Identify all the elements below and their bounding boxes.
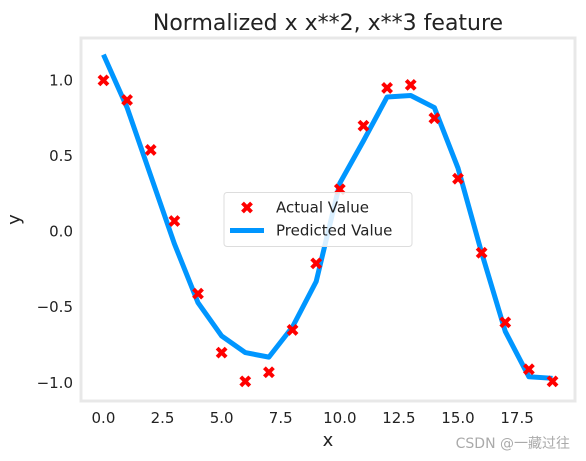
legend: Actual Value Predicted Value bbox=[223, 192, 413, 247]
legend-marker-actual bbox=[241, 201, 253, 214]
x-tick-label: 7.5 bbox=[269, 409, 293, 427]
y-tick-label: 0.0 bbox=[49, 223, 73, 241]
actual-point bbox=[215, 346, 228, 359]
y-axis-title: y bbox=[4, 214, 25, 225]
actual-point bbox=[144, 144, 157, 156]
axis-ticks: 0.0 2.5 5.0 7.5 10.0 12.5 15.0 17.5 1.0 0.5 0.0 −0.… bbox=[37, 71, 534, 427]
actual-point bbox=[357, 119, 370, 132]
y-tick-label: −1.0 bbox=[37, 374, 73, 392]
actual-point bbox=[475, 246, 488, 259]
legend-label-actual: Actual Value bbox=[276, 199, 369, 217]
actual-point bbox=[381, 82, 393, 94]
x-tick-label: 15.0 bbox=[441, 409, 474, 427]
actual-point bbox=[499, 316, 512, 329]
actual-point bbox=[263, 366, 275, 379]
actual-point bbox=[428, 112, 441, 125]
x-tick-label: 10.0 bbox=[323, 409, 356, 427]
y-tick-label: −0.5 bbox=[37, 298, 73, 316]
legend-label-predicted: Predicted Value bbox=[276, 222, 392, 240]
chart-title: Normalized x x**2, x**3 feature bbox=[153, 11, 503, 36]
plot-frame bbox=[79, 36, 577, 403]
x-tick-label: 5.0 bbox=[210, 409, 234, 427]
x-tick-label: 0.0 bbox=[92, 409, 116, 427]
actual-point bbox=[121, 94, 133, 106]
actual-point bbox=[192, 287, 204, 300]
actual-point bbox=[404, 78, 417, 91]
actual-point bbox=[546, 375, 559, 388]
actual-series bbox=[97, 74, 559, 388]
x-tick-label: 12.5 bbox=[382, 409, 415, 427]
legend-box bbox=[223, 192, 413, 247]
watermark: CSDN @一藏过往 bbox=[455, 436, 570, 452]
actual-point bbox=[452, 172, 464, 185]
x-axis-title: x bbox=[323, 430, 334, 451]
y-tick-label: 0.5 bbox=[49, 147, 73, 165]
y-tick-label: 1.0 bbox=[49, 71, 73, 89]
actual-point bbox=[310, 257, 323, 270]
actual-point bbox=[286, 324, 299, 336]
x-tick-label: 2.5 bbox=[151, 409, 175, 427]
x-tick-label: 17.5 bbox=[500, 409, 533, 427]
actual-point bbox=[523, 363, 535, 376]
actual-point bbox=[97, 74, 110, 87]
legend-x-marker bbox=[241, 201, 253, 214]
actual-point bbox=[239, 375, 252, 388]
actual-point bbox=[168, 215, 181, 227]
